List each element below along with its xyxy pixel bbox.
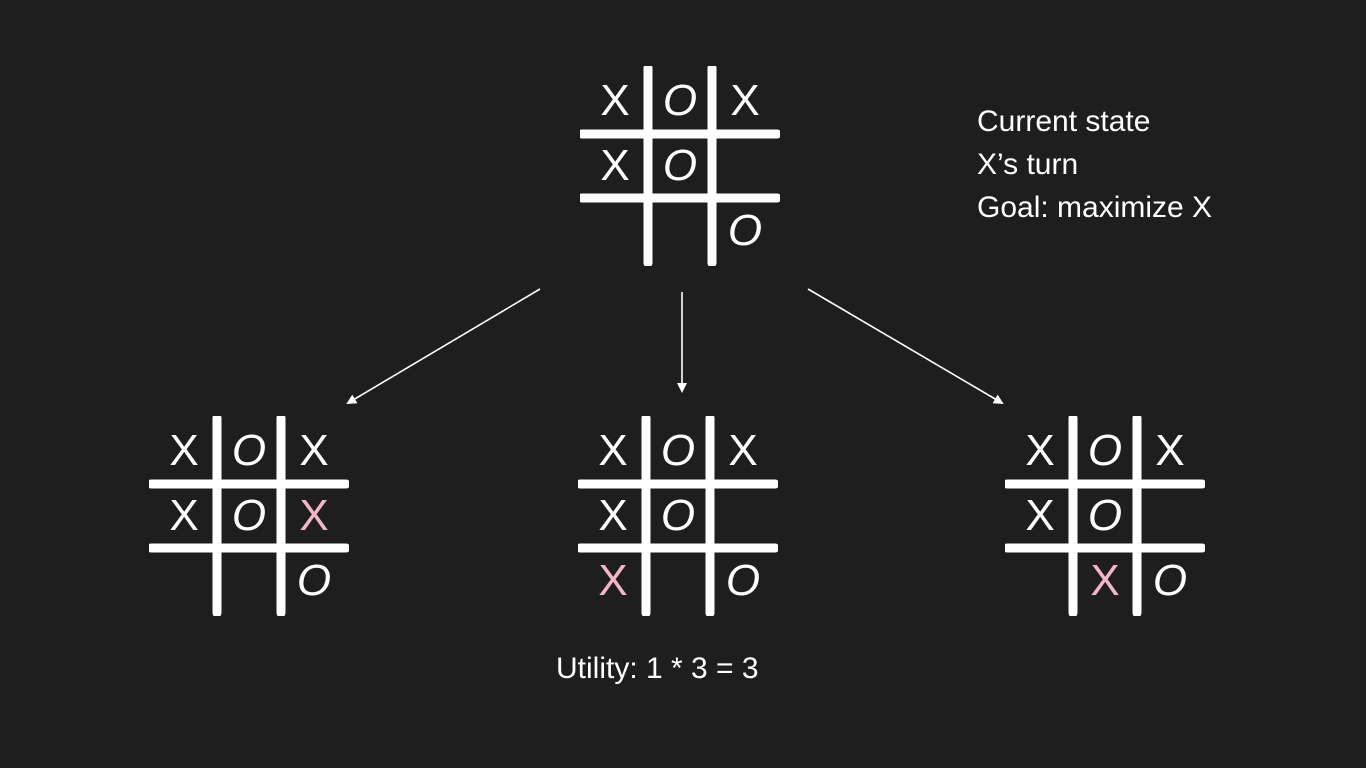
board-cell: O	[725, 556, 761, 605]
board-cell: O	[660, 426, 696, 475]
board-cell: O	[662, 76, 698, 125]
board-grid	[580, 66, 780, 266]
board-cell: O	[231, 491, 267, 540]
board-cell	[713, 486, 773, 546]
board-cell	[1010, 551, 1070, 611]
board-cell: X	[299, 491, 329, 540]
board-cell	[715, 136, 775, 196]
board-cell: X	[169, 426, 199, 475]
board-cell: X	[1025, 491, 1055, 540]
board-cell: O	[1152, 556, 1188, 605]
board-cell	[1140, 486, 1200, 546]
arrow-to-right	[807, 288, 1004, 405]
state-info: Current state X’s turn Goal: maximize X	[977, 100, 1212, 229]
board-cell: X	[598, 556, 628, 605]
utility-label: Utility: 1 * 3 = 3	[556, 652, 759, 685]
board-cell: O	[1087, 426, 1123, 475]
board-grid	[149, 416, 349, 616]
board-cell: O	[662, 141, 698, 190]
board-cell: X	[600, 141, 630, 190]
board-cell: O	[296, 556, 332, 605]
board-cell: X	[1090, 556, 1120, 605]
board-cell: X	[598, 491, 628, 540]
board-cell: X	[600, 76, 630, 125]
board-cell: X	[1155, 426, 1185, 475]
board-cell	[219, 551, 279, 611]
board-cell: X	[598, 426, 628, 475]
board-cell: X	[1025, 426, 1055, 475]
board-cell	[648, 551, 708, 611]
board-cell: O	[660, 491, 696, 540]
arrow-to-left	[346, 288, 541, 405]
turn-label: X’s turn	[977, 148, 1079, 181]
board-cell: X	[169, 491, 199, 540]
board-cell: X	[728, 426, 758, 475]
current-state-label: Current state	[977, 105, 1151, 138]
board-grid	[578, 416, 778, 616]
board-cell: O	[727, 206, 763, 255]
board-cell	[154, 551, 214, 611]
board-cell: X	[299, 426, 329, 475]
goal-label: Goal: maximize X	[977, 191, 1213, 224]
board-cell	[650, 201, 710, 261]
board-cell: X	[730, 76, 760, 125]
board-grid	[1005, 416, 1205, 616]
board-cell: O	[231, 426, 267, 475]
board-cell: O	[1087, 491, 1123, 540]
board-cell	[585, 201, 645, 261]
